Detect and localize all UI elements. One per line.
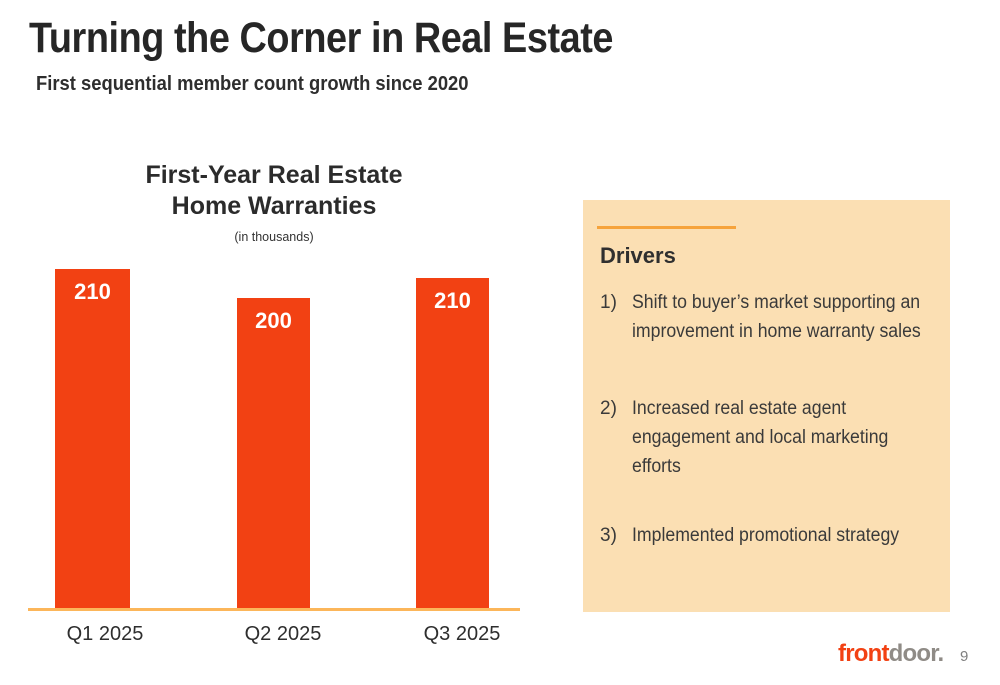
driver-item-number: 1) xyxy=(600,292,617,313)
frontdoor-logo: frontdoor. xyxy=(838,640,944,668)
bar-q1-2025: 210 xyxy=(55,269,130,608)
driver-item-3: 3) Implemented promotional strategy xyxy=(600,521,938,550)
driver-item-text: Shift to buyer’s market supporting an im… xyxy=(632,292,921,342)
bar-q3-2025: 210 xyxy=(416,278,489,608)
slide-title: Turning the Corner in Real Estate xyxy=(29,14,614,62)
logo-door-text: door. xyxy=(888,640,944,667)
bar-value-label: 210 xyxy=(434,288,471,313)
driver-item-text: Increased real estate agent engagement a… xyxy=(632,398,889,477)
chart-title-line2: Home Warranties xyxy=(171,192,377,220)
driver-item-1: 1) Shift to buyer’s market supporting an… xyxy=(600,288,938,346)
panel-accent-line xyxy=(597,226,736,229)
slide-subtitle: First sequential member count growth sin… xyxy=(36,73,469,95)
drivers-heading: Drivers xyxy=(600,243,676,268)
bar-q2-2025: 200 xyxy=(237,298,310,608)
drivers-list: 1) Shift to buyer’s market supporting an… xyxy=(600,288,938,550)
bar-value-label: 210 xyxy=(74,279,111,304)
driver-item-number: 3) xyxy=(600,525,617,546)
driver-item-text: Implemented promotional strategy xyxy=(632,525,900,546)
driver-item-number: 2) xyxy=(600,398,617,419)
drivers-panel: Drivers 1) Shift to buyer’s market suppo… xyxy=(583,200,950,612)
x-axis-line xyxy=(28,608,520,611)
page-number: 9 xyxy=(960,648,969,665)
chart-units-note: (in thousands) xyxy=(234,230,314,244)
logo-front-text: front xyxy=(838,640,889,667)
x-axis-label-q2: Q2 2025 xyxy=(244,623,322,645)
x-axis-label-q3: Q3 2025 xyxy=(423,623,501,645)
bar-value-label: 200 xyxy=(255,308,292,333)
driver-item-2: 2) Increased real estate agent engagemen… xyxy=(600,394,938,481)
chart-title: First-Year Real Estate Home Warranties xyxy=(28,160,520,222)
x-axis-label-q1: Q1 2025 xyxy=(66,623,144,645)
chart-title-line1: First-Year Real Estate xyxy=(145,161,403,189)
